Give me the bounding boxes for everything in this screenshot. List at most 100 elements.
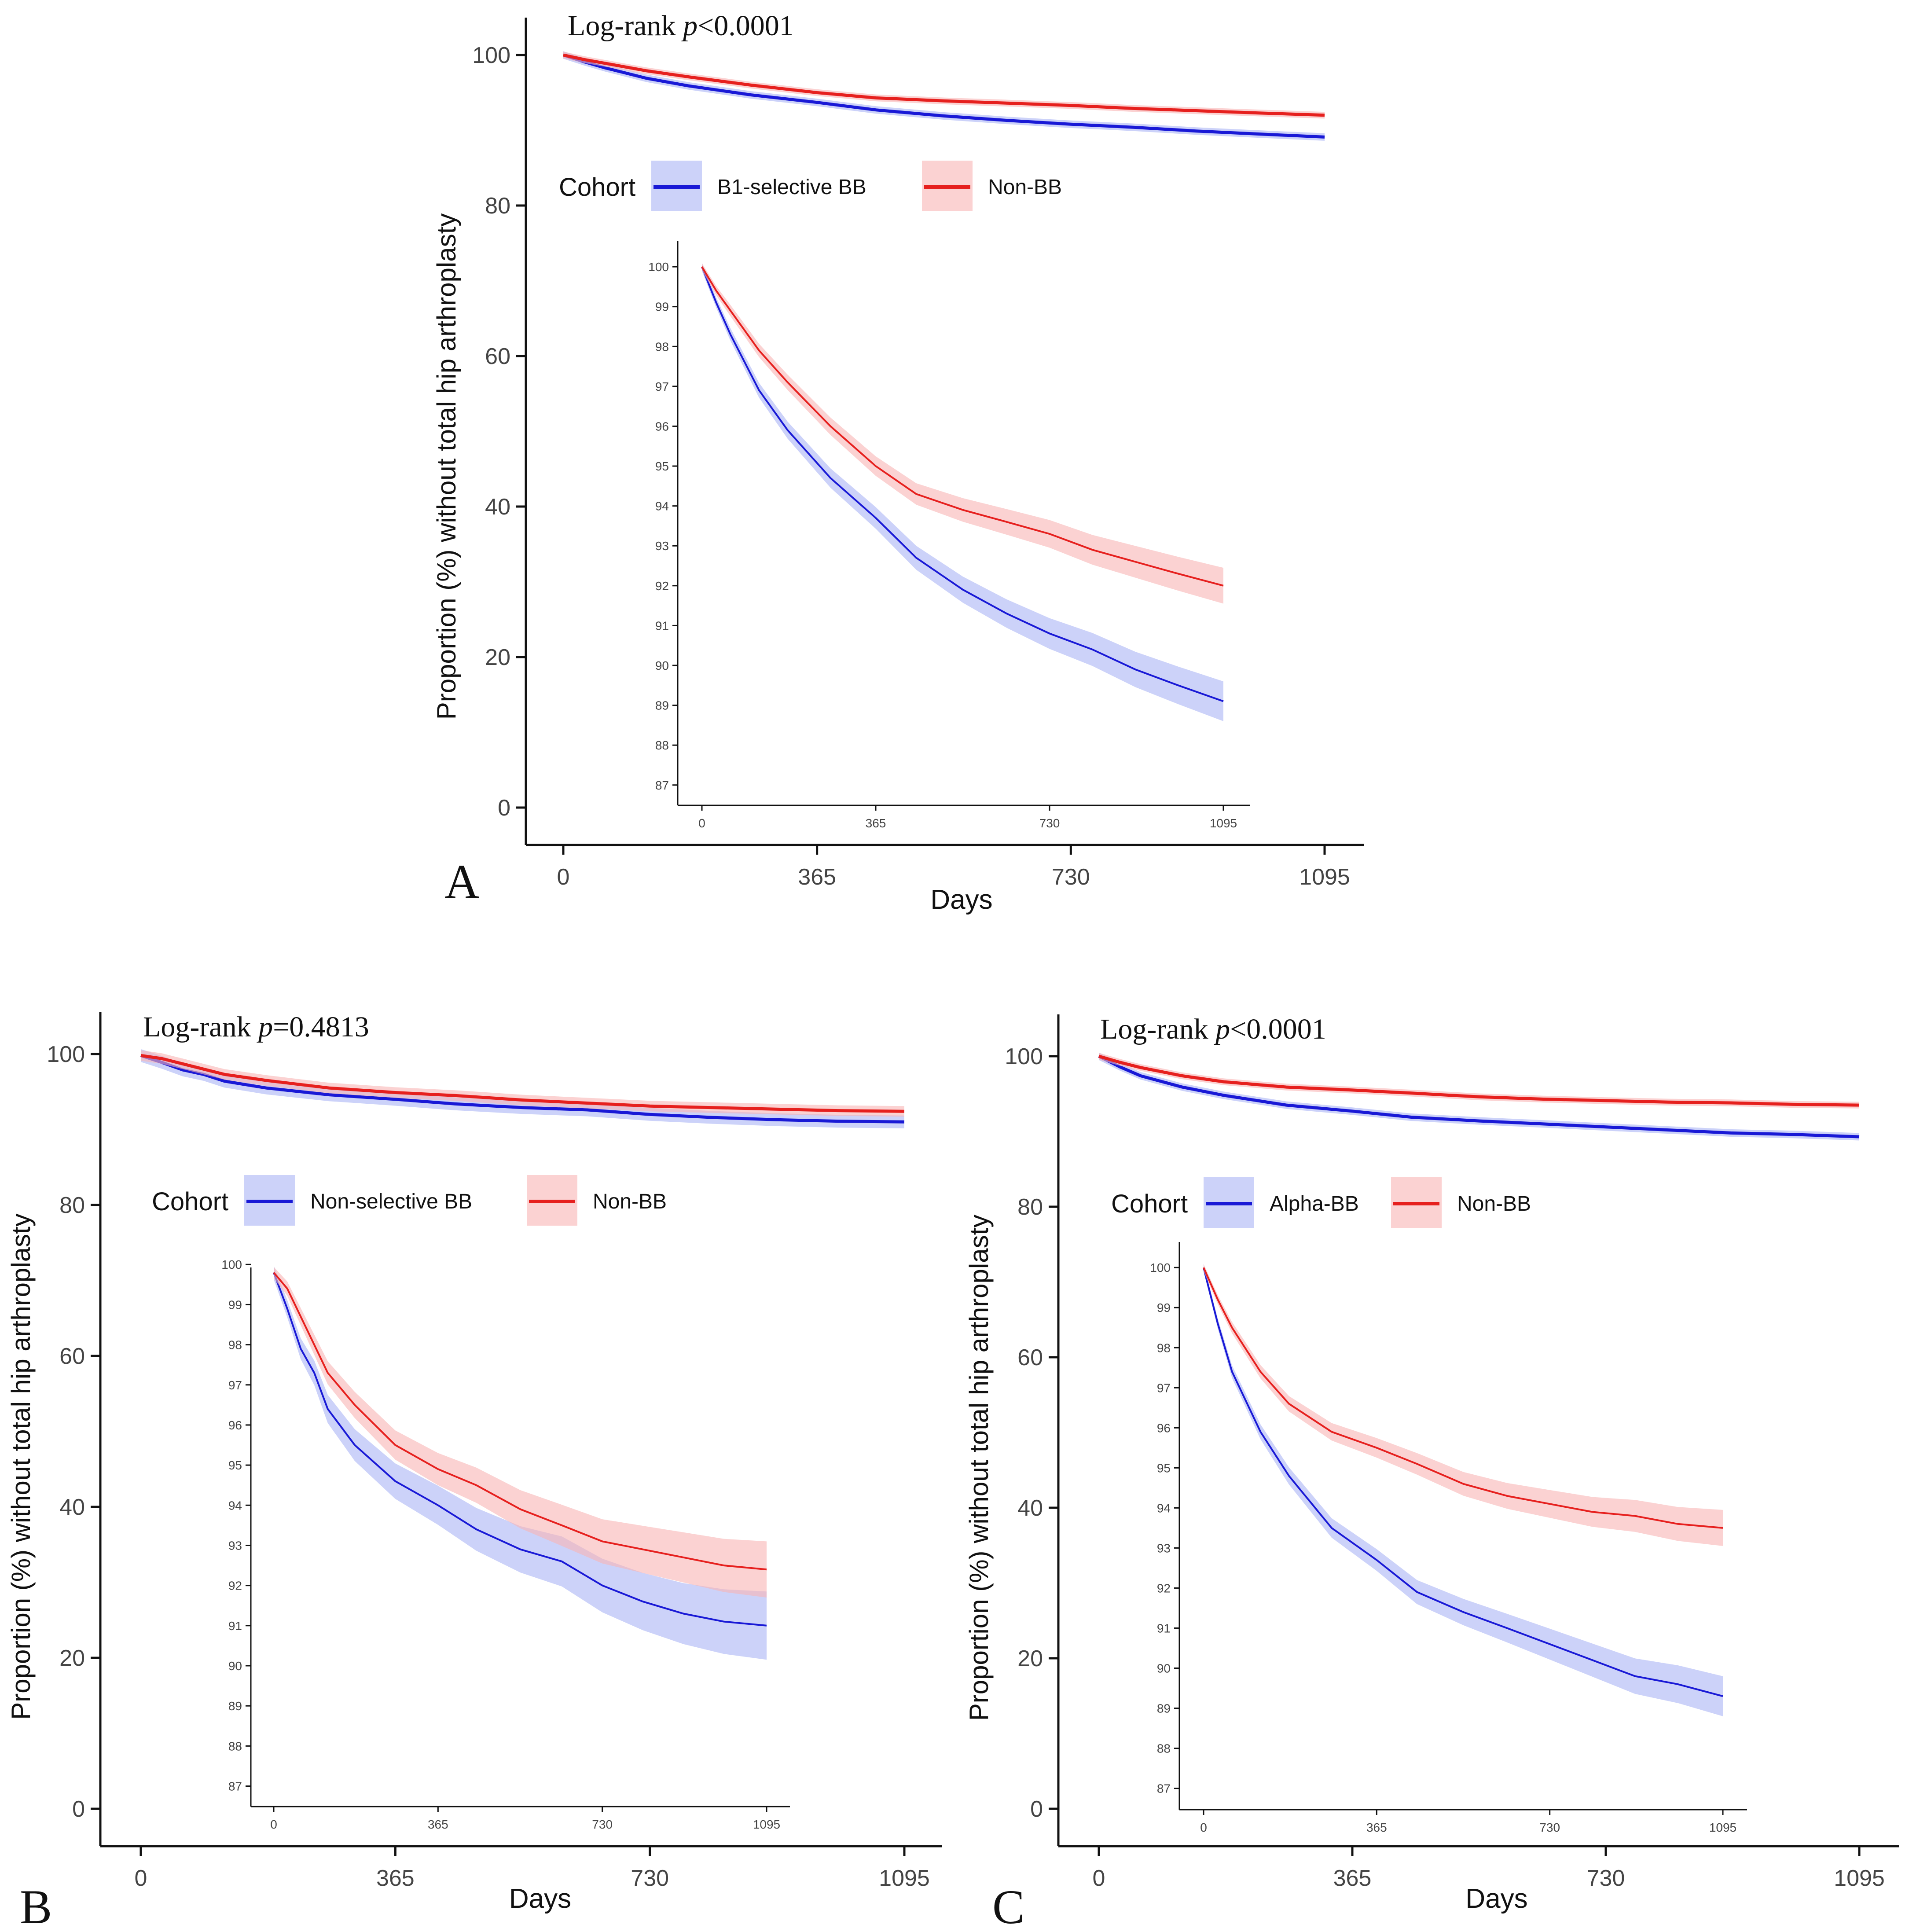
x-axis-title: Days (930, 885, 992, 915)
inset-y-tick-label: 96 (1157, 1421, 1171, 1435)
y-tick-label: 100 (1005, 1044, 1043, 1069)
x-tick-label: 1095 (1834, 1866, 1885, 1891)
inset-ci-band-b1-selective-bb (702, 263, 1223, 721)
survival-line-non-bb (140, 1054, 905, 1113)
inset-y-tick-label: 96 (655, 419, 669, 433)
inset-x-tick-label: 365 (866, 816, 886, 830)
inset-y-tick-label: 92 (1157, 1581, 1171, 1595)
y-tick-label: 40 (59, 1495, 85, 1520)
ci-band-alpha-bb (1099, 1052, 1859, 1141)
inset-x-tick-label: 365 (428, 1818, 448, 1831)
y-tick-label: 80 (1017, 1194, 1043, 1220)
inset-x-tick-label: 1095 (1709, 1821, 1736, 1834)
x-tick-label: 365 (798, 864, 836, 890)
inset-ci-band-non-bb (1204, 1264, 1723, 1546)
inset-y-tick-label: 98 (228, 1338, 242, 1352)
inset-y-tick-label: 88 (1157, 1742, 1171, 1756)
x-tick-label: 1095 (879, 1866, 930, 1891)
y-tick-label: 40 (485, 494, 510, 520)
inset-survival-line-non-bb (1203, 1267, 1723, 1529)
inset-y-tick-label: 95 (1157, 1461, 1171, 1475)
ci-band-b1-selective-bb (563, 51, 1325, 141)
legend-label: Alpha-BB (1270, 1192, 1359, 1216)
inset-y-tick-label: 87 (228, 1780, 242, 1793)
inset-y-tick-label: 95 (228, 1458, 242, 1472)
inset-y-tick-label: 94 (655, 500, 669, 513)
inset-y-tick-label: 95 (655, 459, 669, 473)
inset-y-tick-label: 93 (655, 539, 669, 553)
inset-ci-band-non-bb (702, 263, 1223, 604)
y-axis-title: Proportion (%) without total hip arthrop… (964, 1215, 994, 1721)
inset-y-tick-label: 99 (1157, 1301, 1171, 1315)
logrank-title: Log-rank p<0.0001 (1100, 1013, 1326, 1045)
y-tick-label: 0 (1030, 1796, 1043, 1822)
inset-y-tick-label: 91 (228, 1619, 242, 1633)
y-tick-label: 100 (47, 1042, 85, 1067)
inset-y-tick-label: 99 (228, 1298, 242, 1311)
survival-line-non-bb (563, 53, 1325, 117)
inset-y-tick-label: 100 (1150, 1261, 1171, 1275)
panel-c: 0 20 40 60 80 100 0 365 730 1095 Days Proportion (%… (964, 1013, 1899, 1932)
inset-y-tick-label: 90 (1157, 1662, 1171, 1675)
logrank-title: Log-rank p<0.0001 (568, 10, 794, 42)
inset-y-tick-label: 94 (228, 1499, 242, 1512)
legend-title: Cohort (1111, 1190, 1188, 1218)
logrank-title: Log-rank p=0.4813 (143, 1011, 369, 1043)
inset-y-tick-label: 89 (1157, 1702, 1171, 1715)
inset-plot: 87 88 89 90 91 92 93 94 95 96 97 98 99 100 0 365 730 1095 (1150, 1242, 1747, 1834)
inset-ci-band-alpha-bb (1204, 1264, 1723, 1716)
inset-survival-line-b1-selective-bb (701, 266, 1224, 702)
inset-y-tick-label: 87 (655, 779, 669, 792)
survival-line-non-bb (1098, 1054, 1860, 1107)
inset-x-tick-label: 0 (1200, 1821, 1207, 1834)
inset-y-tick-label: 100 (221, 1258, 242, 1271)
x-tick-label: 730 (631, 1866, 669, 1891)
x-tick-label: 0 (135, 1866, 147, 1891)
inset-y-tick-label: 98 (1157, 1341, 1171, 1355)
y-axis-title: Proportion (%) without total hip arthrop… (6, 1213, 36, 1720)
survival-line-b1-selective-bb (562, 53, 1325, 139)
legend-title: Cohort (152, 1187, 228, 1216)
y-tick-label: 0 (72, 1796, 85, 1822)
inset-y-tick-label: 92 (228, 1579, 242, 1593)
inset-x-tick-label: 1095 (753, 1818, 780, 1831)
inset-y-tick-label: 89 (228, 1699, 242, 1713)
inset-y-tick-label: 92 (655, 579, 669, 593)
x-tick-label: 365 (1333, 1866, 1372, 1891)
y-tick-label: 100 (472, 43, 510, 68)
inset-plot: 87 88 89 90 91 92 93 94 95 96 97 98 99 100 0 365 730 1095 (221, 1258, 790, 1831)
inset-y-tick-label: 93 (1157, 1541, 1171, 1555)
legend-label: Non-BB (988, 176, 1062, 199)
inset-y-tick-label: 100 (648, 260, 669, 274)
inset-survival-line-non-bb (701, 266, 1224, 587)
y-axis-title: Proportion (%) without total hip arthrop… (432, 213, 461, 720)
panel-letter: C (992, 1880, 1024, 1932)
inset-y-tick-label: 94 (1157, 1501, 1171, 1515)
inset-y-tick-label: 97 (228, 1378, 242, 1392)
ci-band-non-selective-bb (141, 1049, 904, 1128)
legend: Cohort Alpha-BB Non-BB (1111, 1177, 1531, 1228)
inset-ci-band-non-selective-bb (274, 1266, 767, 1660)
inset-y-tick-label: 96 (228, 1418, 242, 1432)
x-tick-label: 365 (376, 1866, 415, 1891)
y-tick-label: 20 (485, 645, 510, 670)
inset-x-tick-label: 730 (1039, 816, 1060, 830)
y-tick-label: 20 (1017, 1646, 1043, 1671)
inset-y-tick-label: 93 (228, 1539, 242, 1552)
y-tick-label: 60 (1017, 1345, 1043, 1370)
panel-letter: A (444, 855, 479, 908)
inset-y-tick-label: 90 (228, 1659, 242, 1673)
inset-y-tick-label: 88 (228, 1739, 242, 1753)
panel-b: 0 20 40 60 80 100 0 365 730 1095 Days Proportion (%… (6, 1011, 942, 1932)
y-tick-label: 20 (59, 1646, 85, 1671)
x-axis-title: Days (1465, 1884, 1527, 1914)
panel-a: 0 20 40 60 80 100 0 365 730 1095 Days Proportion (%… (432, 10, 1364, 915)
inset-y-tick-label: 97 (655, 380, 669, 393)
inset-survival-line-non-bb (273, 1272, 767, 1571)
legend-label: B1-selective BB (717, 176, 866, 199)
x-tick-label: 0 (557, 864, 570, 890)
inset-x-tick-label: 730 (1539, 1821, 1560, 1834)
panel-letter: B (20, 1880, 52, 1932)
survival-line-non-selective-bb (140, 1054, 905, 1124)
